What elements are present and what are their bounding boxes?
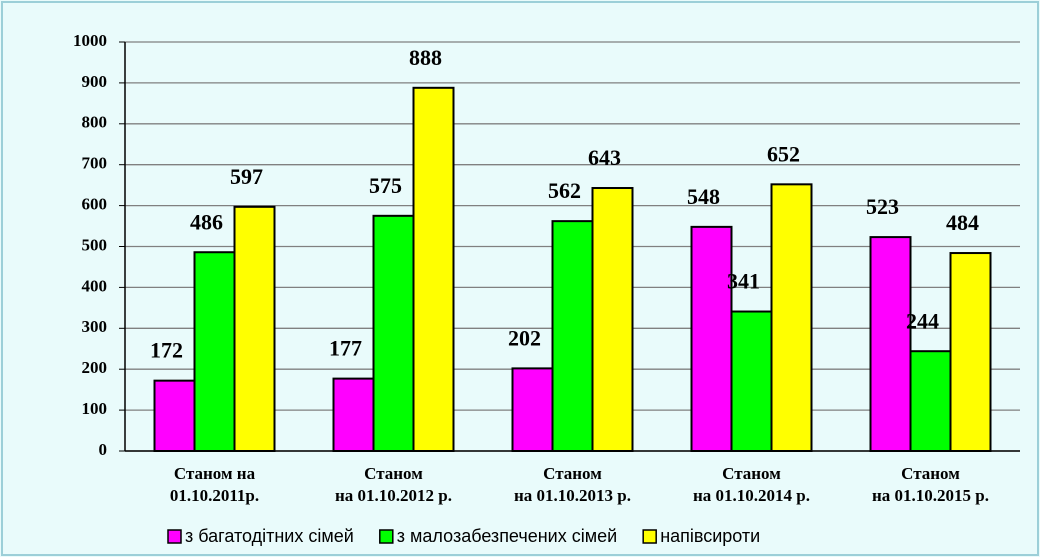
y-tick-label: 900 [82, 72, 108, 91]
bar [511, 367, 554, 452]
data-label: 177 [329, 336, 362, 361]
bar [372, 214, 415, 452]
data-label: 202 [508, 325, 541, 350]
bar [770, 183, 813, 452]
y-tick-label: 500 [82, 235, 108, 254]
legend-label: з багатодітних сімей [185, 526, 354, 546]
y-tick-label: 100 [82, 399, 108, 418]
bar [690, 225, 733, 452]
y-tick-label: 200 [82, 358, 108, 377]
y-tick-label: 800 [82, 113, 108, 132]
data-label: 575 [369, 173, 402, 198]
bar [153, 379, 196, 453]
data-label: 597 [230, 164, 263, 189]
y-tick-label: 1000 [73, 31, 107, 50]
bar [551, 220, 594, 452]
bar [193, 251, 236, 452]
bar [412, 86, 455, 452]
legend-swatch [379, 529, 394, 544]
y-tick-label: 0 [99, 440, 108, 459]
data-label: 172 [150, 338, 183, 363]
data-label: 888 [409, 45, 442, 70]
bar [233, 205, 276, 452]
data-label: 486 [190, 209, 223, 234]
legend-label: з малозабезпечених сімей [397, 526, 617, 546]
x-tick-label: Станом на 01.10.2011р. [169, 464, 260, 505]
bar [332, 377, 375, 452]
data-label: 484 [946, 210, 979, 235]
bar [730, 310, 773, 452]
data-label: 643 [588, 145, 621, 170]
legend-swatch [642, 529, 657, 544]
data-label: 523 [866, 194, 899, 219]
data-label: 562 [548, 178, 581, 203]
x-tick-label: Станом на 01.10.2012 р. [335, 464, 452, 505]
bar [949, 252, 992, 452]
y-tick-label: 600 [82, 195, 108, 214]
data-label: 548 [687, 184, 720, 209]
legend-swatch [167, 529, 182, 544]
data-label: 341 [727, 269, 760, 294]
bar [591, 187, 634, 452]
y-tick-label: 300 [82, 317, 108, 336]
x-tick-label: Станом на 01.10.2013 р. [514, 464, 631, 505]
y-tick-label: 400 [82, 276, 108, 295]
bar [869, 236, 912, 452]
x-tick-label: Станом на 01.10.2015 р. [872, 464, 989, 505]
legend-label: напівсироти [660, 526, 760, 546]
x-tick-label: Станом на 01.10.2014 р. [693, 464, 810, 505]
bar [909, 350, 952, 453]
y-tick-label: 700 [82, 154, 108, 173]
data-label: 244 [906, 308, 939, 333]
data-label: 652 [767, 141, 800, 166]
